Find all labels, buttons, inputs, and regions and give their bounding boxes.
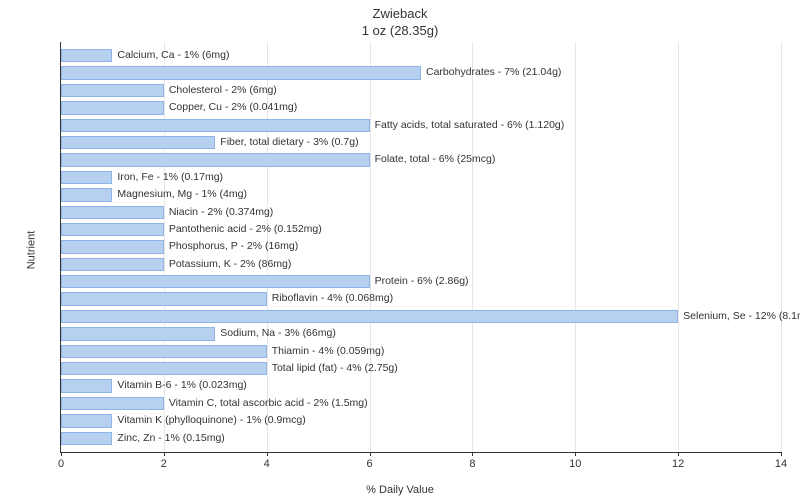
nutrient-bar (61, 153, 370, 166)
nutrient-bar (61, 345, 267, 358)
nutrient-bar-label: Copper, Cu - 2% (0.041mg) (164, 101, 297, 114)
nutrient-bar (61, 240, 164, 253)
x-tick-mark (370, 452, 371, 456)
nutrient-bar (61, 171, 112, 184)
bar-row: Zinc, Zn - 1% (0.15mg) (61, 430, 781, 447)
nutrient-bar (61, 432, 112, 445)
bar-row: Vitamin K (phylloquinone) - 1% (0.9mcg) (61, 412, 781, 429)
nutrient-bar (61, 327, 215, 340)
nutrient-bar (61, 119, 370, 132)
nutrient-bar-label: Fiber, total dietary - 3% (0.7g) (215, 136, 358, 149)
bar-row: Calcium, Ca - 1% (6mg) (61, 47, 781, 64)
nutrient-bar (61, 275, 370, 288)
nutrient-bar (61, 136, 215, 149)
nutrient-bar (61, 379, 112, 392)
nutrient-bar-label: Total lipid (fat) - 4% (2.75g) (267, 362, 398, 375)
x-tick-label: 14 (775, 458, 787, 470)
nutrient-bar (61, 362, 267, 375)
x-tick-mark (61, 452, 62, 456)
x-tick-mark (267, 452, 268, 456)
nutrient-bar (61, 188, 112, 201)
bar-row: Iron, Fe - 1% (0.17mg) (61, 169, 781, 186)
x-tick-label: 10 (569, 458, 581, 470)
grid-line (781, 42, 782, 452)
nutrient-bar (61, 258, 164, 271)
nutrient-bar (61, 223, 164, 236)
bar-row: Cholesterol - 2% (6mg) (61, 82, 781, 99)
bar-row: Thiamin - 4% (0.059mg) (61, 343, 781, 360)
bar-row: Pantothenic acid - 2% (0.152mg) (61, 221, 781, 238)
nutrient-bar (61, 206, 164, 219)
nutrient-bar (61, 414, 112, 427)
chart-title: Zwieback 1 oz (28.35g) (0, 0, 800, 40)
x-tick-label: 12 (672, 458, 684, 470)
bar-row: Selenium, Se - 12% (8.1mcg) (61, 308, 781, 325)
nutrient-bar-label: Zinc, Zn - 1% (0.15mg) (112, 432, 224, 445)
x-tick-mark (781, 452, 782, 456)
bar-row: Phosphorus, P - 2% (16mg) (61, 238, 781, 255)
y-axis-label: Nutrient (25, 231, 37, 270)
nutrient-bar-label: Folate, total - 6% (25mcg) (370, 153, 496, 166)
bar-row: Fatty acids, total saturated - 6% (1.120… (61, 117, 781, 134)
bar-row: Riboflavin - 4% (0.068mg) (61, 290, 781, 307)
bar-row: Sodium, Na - 3% (66mg) (61, 325, 781, 342)
nutrient-bar-label: Thiamin - 4% (0.059mg) (267, 345, 385, 358)
title-line2: 1 oz (28.35g) (362, 23, 439, 38)
bar-row: Magnesium, Mg - 1% (4mg) (61, 186, 781, 203)
nutrient-bar-label: Phosphorus, P - 2% (16mg) (164, 240, 298, 253)
title-line1: Zwieback (373, 6, 428, 21)
bar-row: Copper, Cu - 2% (0.041mg) (61, 99, 781, 116)
nutrient-bar (61, 49, 112, 62)
nutrient-bar-label: Protein - 6% (2.86g) (370, 275, 469, 288)
nutrient-bar-label: Magnesium, Mg - 1% (4mg) (112, 188, 247, 201)
nutrient-bar-label: Vitamin K (phylloquinone) - 1% (0.9mcg) (112, 414, 305, 427)
nutrient-bar-label: Iron, Fe - 1% (0.17mg) (112, 171, 223, 184)
x-tick-label: 8 (469, 458, 475, 470)
x-tick-label: 4 (264, 458, 270, 470)
bar-row: Folate, total - 6% (25mcg) (61, 151, 781, 168)
x-tick-label: 0 (58, 458, 64, 470)
nutrient-bar-label: Riboflavin - 4% (0.068mg) (267, 292, 393, 305)
bar-row: Niacin - 2% (0.374mg) (61, 204, 781, 221)
nutrient-bar (61, 84, 164, 97)
nutrient-bar (61, 397, 164, 410)
nutrient-bar (61, 101, 164, 114)
nutrient-bar (61, 292, 267, 305)
nutrient-chart: Zwieback 1 oz (28.35g) Nutrient Calcium,… (0, 0, 800, 500)
bar-row: Total lipid (fat) - 4% (2.75g) (61, 360, 781, 377)
x-tick-label: 2 (161, 458, 167, 470)
nutrient-bar-label: Calcium, Ca - 1% (6mg) (112, 49, 229, 62)
x-tick-mark (678, 452, 679, 456)
nutrient-bar (61, 66, 421, 79)
nutrient-bar-label: Selenium, Se - 12% (8.1mcg) (678, 310, 800, 323)
nutrient-bar-label: Vitamin C, total ascorbic acid - 2% (1.5… (164, 397, 368, 410)
x-tick-mark (575, 452, 576, 456)
nutrient-bar-label: Fatty acids, total saturated - 6% (1.120… (370, 119, 565, 132)
bar-row: Vitamin C, total ascorbic acid - 2% (1.5… (61, 395, 781, 412)
nutrient-bar-label: Niacin - 2% (0.374mg) (164, 206, 273, 219)
x-tick-mark (164, 452, 165, 456)
nutrient-bar-label: Carbohydrates - 7% (21.04g) (421, 66, 561, 79)
x-tick-mark (472, 452, 473, 456)
bar-row: Vitamin B-6 - 1% (0.023mg) (61, 377, 781, 394)
x-tick-label: 6 (367, 458, 373, 470)
nutrient-bar-label: Vitamin B-6 - 1% (0.023mg) (112, 379, 246, 392)
nutrient-bar-label: Potassium, K - 2% (86mg) (164, 258, 292, 271)
nutrient-bar (61, 310, 678, 323)
bar-row: Protein - 6% (2.86g) (61, 273, 781, 290)
nutrient-bar-label: Cholesterol - 2% (6mg) (164, 84, 277, 97)
bar-row: Potassium, K - 2% (86mg) (61, 256, 781, 273)
x-axis-label: % Daily Value (366, 484, 434, 496)
bar-row: Fiber, total dietary - 3% (0.7g) (61, 134, 781, 151)
nutrient-bar-label: Sodium, Na - 3% (66mg) (215, 327, 336, 340)
nutrient-bar-label: Pantothenic acid - 2% (0.152mg) (164, 223, 322, 236)
plot-area: Calcium, Ca - 1% (6mg) Carbohydrates - 7%… (60, 42, 781, 453)
bars-container: Calcium, Ca - 1% (6mg) Carbohydrates - 7%… (61, 47, 781, 447)
bar-row: Carbohydrates - 7% (21.04g) (61, 64, 781, 81)
